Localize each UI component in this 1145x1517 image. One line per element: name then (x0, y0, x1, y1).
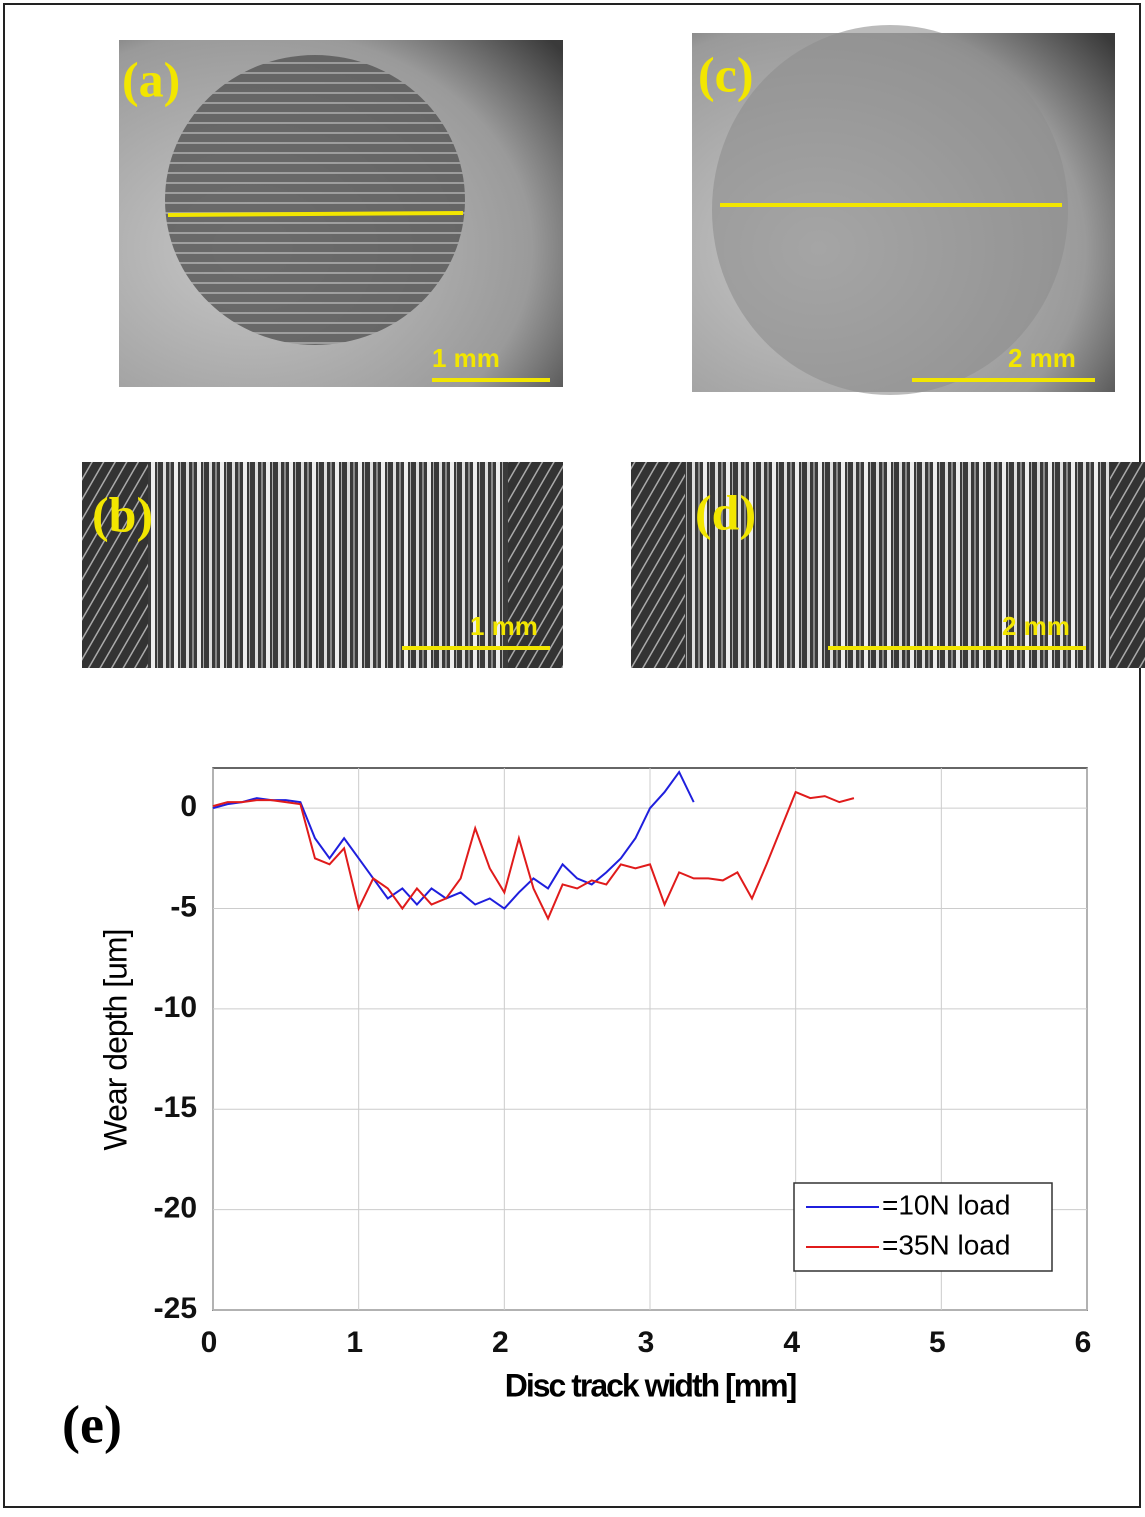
legend-label: =10N load (882, 1189, 1010, 1220)
x-tick-label: 4 (783, 1326, 800, 1359)
wear-scar (712, 25, 1068, 395)
scale-label: 1 mm (470, 611, 538, 641)
figure: (a) 1 mm (c) 2 mm (b) 1 mm (d) 2 mm Disc… (0, 0, 1145, 1512)
x-tick-label: 5 (929, 1326, 946, 1359)
y-tick-label: -5 (170, 890, 197, 923)
y-tick-label: -20 (154, 1192, 197, 1225)
panel-label: (b) (92, 486, 153, 542)
x-tick-label: 3 (638, 1326, 655, 1359)
y-tick-label: -15 (154, 1091, 197, 1124)
scale-label: 1 mm (432, 343, 500, 373)
x-tick-label: 1 (346, 1326, 363, 1359)
x-tick-label: 0 (201, 1326, 218, 1359)
wear-track (148, 462, 508, 668)
x-tick-label: 2 (492, 1326, 509, 1359)
x-axis-label: Disc track width [mm] (505, 1367, 796, 1403)
y-axis-label: Wear depth [um] (97, 930, 133, 1151)
panel-label: (a) (122, 51, 180, 107)
panel-label: (e) (62, 1394, 122, 1454)
wear-scar (165, 55, 465, 345)
arrow (168, 213, 463, 215)
panel-label: (c) (698, 46, 754, 102)
scale-label: 2 mm (1008, 343, 1076, 373)
x-tick-label: 6 (1075, 1326, 1092, 1359)
legend-label: =35N load (882, 1229, 1010, 1260)
y-tick-label: -10 (154, 991, 197, 1024)
panel-label: (d) (695, 484, 756, 540)
y-tick-label: 0 (180, 790, 197, 823)
scale-label: 2 mm (1002, 611, 1070, 641)
y-tick-label: -25 (154, 1292, 197, 1325)
